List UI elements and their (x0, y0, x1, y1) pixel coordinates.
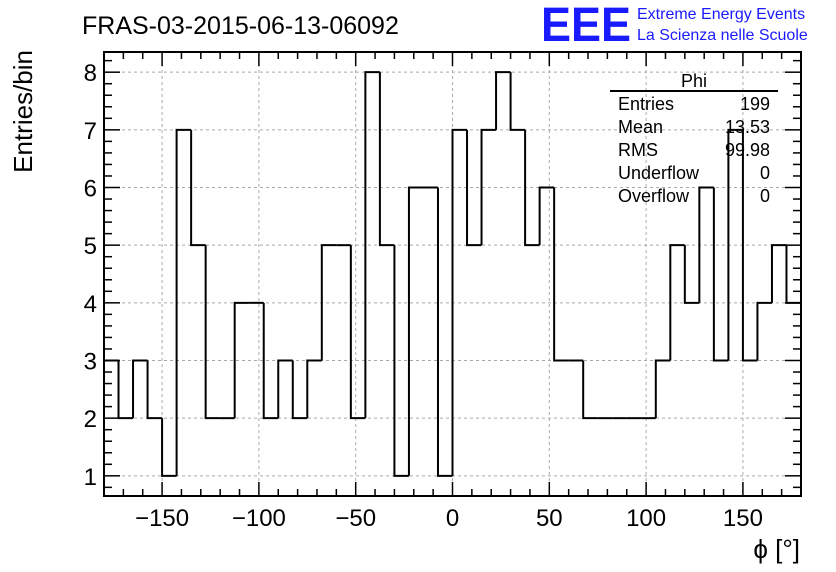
histogram-bin (393, 245, 409, 477)
y-tick-labels: 1 2 3 4 5 6 7 8 (84, 60, 97, 491)
stats-value-rms: 99.98 (725, 140, 770, 160)
histogram-bin (654, 359, 671, 419)
histogram-bin (378, 72, 395, 247)
stats-box: Phi Entries 199 Mean 13.53 RMS 99.98 Und… (610, 71, 778, 206)
histogram-bin (727, 128, 743, 361)
x-tick-label: −150 (135, 505, 189, 532)
histogram-bin (451, 128, 468, 476)
chart-title: FRAS-03-2015-06-13-06092 (82, 12, 399, 40)
histogram-bin (436, 187, 453, 477)
x-tick-label: 150 (723, 505, 763, 532)
x-axis-label: ϕ [°] (753, 534, 800, 564)
histogram-bin (553, 187, 569, 362)
stats-label-entries: Entries (618, 94, 674, 114)
histogram-bars (104, 71, 801, 477)
histogram-bin (349, 245, 366, 420)
y-tick-label: 5 (84, 233, 97, 260)
stats-value-overflow: 0 (760, 186, 770, 206)
x-tick-label: −50 (335, 505, 376, 532)
y-tick-label: 8 (84, 60, 97, 87)
histogram-bin (480, 128, 497, 246)
y-axis-label: Entries/bin (8, 50, 38, 173)
y-tick-label: 7 (84, 118, 97, 145)
histogram-bin (306, 359, 322, 419)
histogram-bin (770, 244, 787, 303)
histogram-bin (683, 245, 700, 304)
histogram-bin (712, 187, 729, 362)
x-tick-label: 0 (446, 505, 459, 532)
histogram-bin (320, 244, 337, 361)
histogram-bin (146, 360, 163, 420)
x-tick-labels: −150 −100 −50 0 50 100 150 (135, 505, 763, 532)
x-tick-label: 100 (626, 505, 666, 532)
histogram-bin (277, 359, 293, 419)
histogram-bin (204, 245, 221, 420)
histogram-bin (741, 129, 758, 362)
histogram-bin (785, 245, 801, 304)
stats-label-overflow: Overflow (618, 186, 690, 206)
eee-logo: EEE (541, 0, 631, 52)
histogram-bin (509, 72, 526, 131)
y-tick-label: 2 (84, 406, 97, 433)
eee-logo-line2: La Scienza nelle Scuole (637, 27, 808, 44)
stats-label-rms: RMS (618, 140, 658, 160)
stats-value-underflow: 0 (760, 163, 770, 183)
histogram-bin (524, 129, 540, 247)
histogram-bin (407, 186, 424, 476)
histogram-bin (669, 244, 685, 361)
histogram-bin (291, 360, 308, 420)
stats-label-mean: Mean (618, 117, 663, 137)
histogram-bin (364, 71, 380, 419)
histogram-bin (466, 129, 482, 247)
eee-logo-line1: Extreme Energy Events (637, 6, 805, 23)
histogram-bin (161, 418, 177, 477)
histogram-bin (233, 301, 250, 419)
x-tick-label: 50 (536, 505, 563, 532)
x-tick-label: −100 (232, 505, 286, 532)
histogram-bin (262, 302, 279, 420)
histogram-bin (132, 359, 148, 419)
histogram-bin (190, 129, 206, 247)
histogram-bin (582, 360, 598, 420)
y-tick-label: 1 (84, 464, 97, 491)
histogram-bin (117, 360, 134, 420)
y-tick-label: 4 (84, 291, 97, 318)
histogram-bin (698, 186, 714, 303)
stats-label-underflow: Underflow (618, 163, 700, 183)
stats-value-mean: 13.53 (725, 117, 770, 137)
stats-title: Phi (681, 71, 707, 91)
histogram-bin (538, 186, 555, 246)
y-tick-label: 3 (84, 348, 97, 375)
y-tick-label: 6 (84, 176, 97, 203)
histogram-bin (495, 71, 511, 130)
histogram-bin (756, 301, 772, 361)
axis-ticks (103, 52, 802, 496)
stats-value-entries: 199 (740, 94, 770, 114)
histogram-bin (175, 128, 192, 476)
